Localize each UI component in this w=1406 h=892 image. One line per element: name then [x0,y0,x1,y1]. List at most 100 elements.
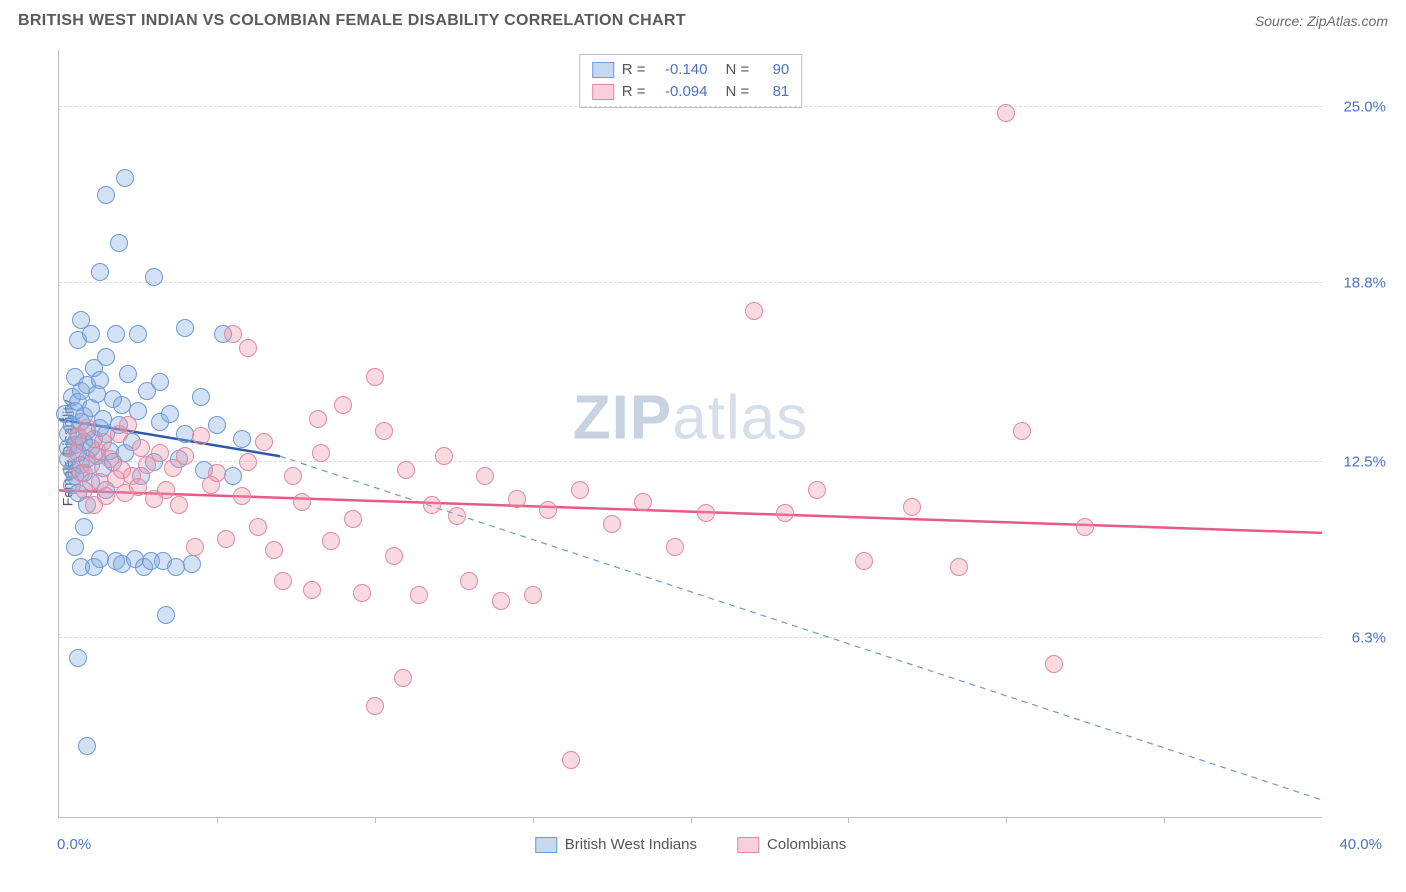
y-tick-label: 12.5% [1343,453,1386,470]
scatter-point [1013,422,1031,440]
scatter-point [808,481,826,499]
scatter-point [186,538,204,556]
legend-n-label: N = [726,81,750,103]
scatter-point [322,532,340,550]
correlation-legend: R =-0.140N =90R =-0.094N =81 [579,54,803,108]
legend-r-label: R = [622,59,646,81]
legend-n-value: 81 [757,81,789,103]
watermark-atlas: atlas [672,384,808,453]
scatter-point [255,433,273,451]
legend-swatch [592,62,614,78]
legend-row: R =-0.140N =90 [592,59,790,81]
scatter-point [1045,655,1063,673]
scatter-point [385,547,403,565]
scatter-point [366,697,384,715]
legend-item: British West Indians [535,836,697,853]
x-axis-min-label: 0.0% [57,836,91,853]
scatter-point [224,325,242,343]
series-legend: British West Indians Colombians [535,836,847,853]
scatter-point [448,507,466,525]
chart-area: Female Disability ZIPatlas R =-0.140N =9… [18,44,1392,862]
legend-label: Colombians [767,836,846,853]
scatter-point [170,496,188,514]
scatter-point [208,464,226,482]
scatter-point [435,447,453,465]
scatter-point [508,490,526,508]
scatter-point [233,487,251,505]
scatter-point [460,572,478,590]
x-tick [1006,817,1007,823]
scatter-point [78,737,96,755]
scatter-point [208,416,226,434]
scatter-point [309,410,327,428]
scatter-point [562,751,580,769]
gridline [59,106,1322,107]
scatter-point [312,444,330,462]
scatter-point [666,538,684,556]
legend-item: Colombians [737,836,846,853]
gridline [59,282,1322,283]
scatter-point [129,325,147,343]
scatter-point [161,405,179,423]
scatter-point [78,419,96,437]
scatter-point [571,481,589,499]
watermark: ZIPatlas [573,383,808,454]
scatter-point [366,368,384,386]
scatter-point [524,586,542,604]
scatter-point [265,541,283,559]
scatter-point [110,234,128,252]
legend-swatch [535,837,557,853]
scatter-point [69,649,87,667]
scatter-point [107,325,125,343]
scatter-point [176,319,194,337]
legend-r-value: -0.140 [654,59,708,81]
chart-header: BRITISH WEST INDIAN VS COLOMBIAN FEMALE … [0,0,1406,38]
scatter-point [375,422,393,440]
plot-area: ZIPatlas R =-0.140N =90R =-0.094N =81 0.… [58,50,1322,818]
scatter-point [423,496,441,514]
scatter-point [293,493,311,511]
scatter-point [233,430,251,448]
scatter-point [66,538,84,556]
scatter-point [224,467,242,485]
scatter-point [353,584,371,602]
chart-source: Source: ZipAtlas.com [1255,13,1388,29]
scatter-point [239,453,257,471]
scatter-point [192,388,210,406]
scatter-point [151,373,169,391]
x-tick [1164,817,1165,823]
scatter-point [116,169,134,187]
scatter-point [239,339,257,357]
watermark-zip: ZIP [573,384,672,453]
scatter-point [1076,518,1094,536]
scatter-point [119,416,137,434]
chart-title: BRITISH WEST INDIAN VS COLOMBIAN FEMALE … [18,12,686,30]
scatter-point [97,487,115,505]
scatter-point [334,396,352,414]
x-tick [375,817,376,823]
scatter-point [75,518,93,536]
legend-swatch [592,84,614,100]
scatter-point [274,572,292,590]
scatter-point [66,444,84,462]
scatter-point [157,606,175,624]
scatter-point [91,371,109,389]
scatter-point [284,467,302,485]
scatter-point [476,467,494,485]
legend-r-value: -0.094 [654,81,708,103]
scatter-point [303,581,321,599]
scatter-point [91,263,109,281]
scatter-point [183,555,201,573]
scatter-point [394,669,412,687]
legend-r-label: R = [622,81,646,103]
scatter-point [539,501,557,519]
scatter-point [410,586,428,604]
scatter-point [603,515,621,533]
scatter-point [997,104,1015,122]
x-tick [848,817,849,823]
scatter-point [97,186,115,204]
y-tick-label: 18.8% [1343,274,1386,291]
scatter-point [97,348,115,366]
scatter-point [119,365,137,383]
legend-row: R = -0.094 N = 81 [592,81,790,103]
